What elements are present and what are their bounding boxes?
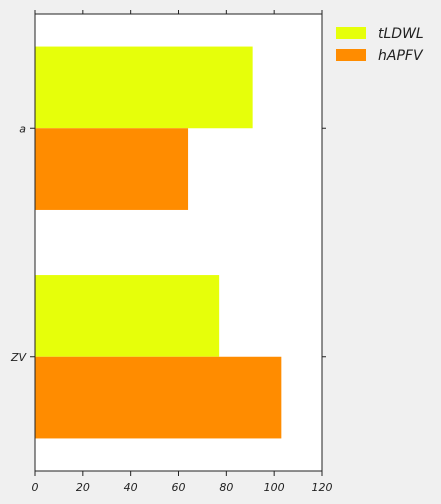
x-tick-label-0: 0 — [32, 481, 39, 494]
x-tick-label-20: 20 — [76, 481, 90, 494]
legend-swatch-tldwl — [336, 27, 366, 39]
y-tick-label-zv: ZV — [10, 351, 28, 364]
bar-tldwl-a — [35, 47, 253, 129]
x-tick-label-80: 80 — [219, 481, 233, 494]
x-tick-label-60: 60 — [172, 481, 186, 494]
legend-label-tldwl: tLDWL — [378, 26, 424, 42]
bar-hapfv-a — [35, 128, 188, 210]
bar-tldwl-zv — [35, 275, 219, 357]
legend: tLDWL hAPFV — [336, 26, 424, 64]
y-tick-label-a: a — [19, 122, 26, 135]
x-tick-label-120: 120 — [312, 481, 333, 494]
legend-swatch-hapfv — [336, 49, 366, 61]
bar-hapfv-zv — [35, 357, 281, 439]
x-tick-label-100: 100 — [264, 481, 285, 494]
legend-label-hapfv: hAPFV — [378, 48, 424, 64]
x-tick-label-40: 40 — [124, 481, 138, 494]
